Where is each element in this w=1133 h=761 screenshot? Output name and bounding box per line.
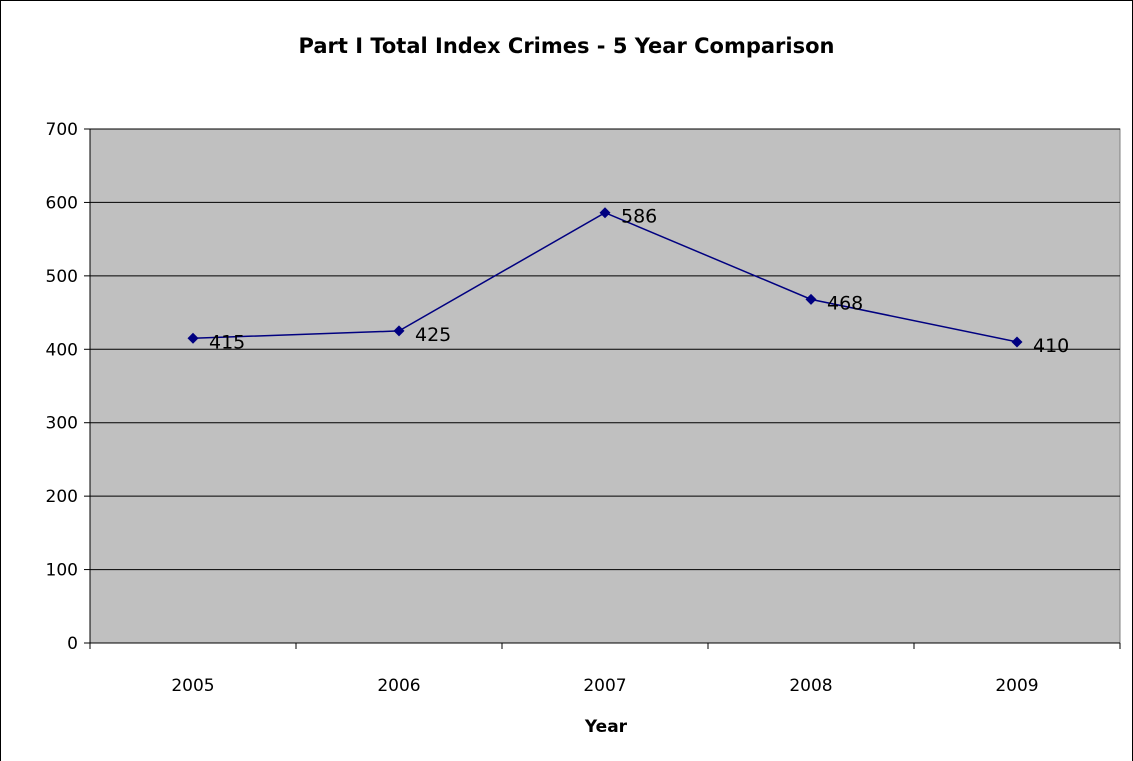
y-tick-label: 500 [46,267,78,287]
data-label: 586 [621,206,657,228]
data-label: 415 [209,331,245,353]
y-tick-label: 400 [46,340,78,360]
data-point-marker [805,293,817,305]
y-tick-label: 300 [46,414,78,434]
data-point-marker [393,325,405,337]
y-tick-label: 0 [67,634,78,654]
y-tick-label: 700 [46,120,78,140]
data-label: 410 [1033,335,1069,357]
y-tick-label: 100 [46,561,78,581]
y-tick-label: 600 [46,193,78,213]
x-axis-title: Year [584,717,628,737]
x-tick-label: 2005 [171,676,214,696]
chart-title: Part I Total Index Crimes - 5 Year Compa… [298,34,835,58]
x-tick-label: 2006 [377,676,420,696]
y-tick-label: 200 [46,487,78,507]
data-label: 425 [415,324,451,346]
x-tick-label: 2007 [583,676,626,696]
x-tick-label: 2008 [789,676,832,696]
plot-area [89,128,1121,644]
data-point-marker [1011,336,1023,348]
data-point-marker [599,207,611,219]
x-tick-label: 2009 [995,676,1038,696]
data-point-marker [187,332,199,344]
data-label: 468 [827,292,863,314]
